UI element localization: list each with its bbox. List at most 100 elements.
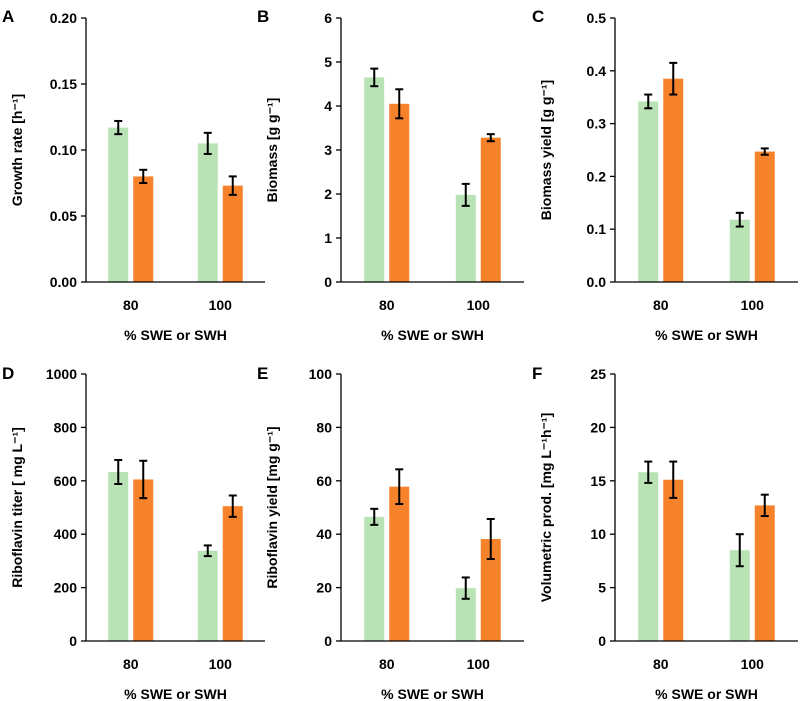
error-bar xyxy=(228,494,237,518)
y-axis-title: Biomass [g g⁻¹] xyxy=(264,98,280,203)
panel-letter: D xyxy=(2,364,14,383)
x-axis-title: % SWE or SWH xyxy=(124,327,227,343)
error-bar xyxy=(644,93,653,110)
y-tick-label: 0.2 xyxy=(587,168,607,184)
x-tick-label: 100 xyxy=(209,297,233,313)
bar-swh-80 xyxy=(133,176,154,282)
y-tick-label: 200 xyxy=(54,580,78,596)
x-axis-title: % SWE or SWH xyxy=(124,686,227,701)
y-tick-label: 0.5 xyxy=(587,10,607,26)
error-bar xyxy=(228,175,237,196)
bar-swe-100 xyxy=(729,219,750,282)
error-bar xyxy=(644,460,653,484)
bar-swh-100 xyxy=(480,539,501,641)
error-bar xyxy=(486,517,495,561)
y-axis-title: Biomass yield [g g⁻¹] xyxy=(538,80,554,220)
panel-f: F 0 5 10 15 20 25 80 100 % SWE or SWH Volumetric p… xyxy=(532,364,798,701)
bar-swh-100 xyxy=(222,185,243,282)
y-tick-label: 15 xyxy=(590,473,606,489)
x-tick-label: 80 xyxy=(123,297,139,313)
bar-swe-80 xyxy=(364,77,385,283)
y-tick-label: 0.3 xyxy=(587,116,607,132)
panel-letter: F xyxy=(532,364,542,383)
y-tick-label: 0.0 xyxy=(587,274,607,290)
y-tick-label: 40 xyxy=(316,526,332,542)
error-bar xyxy=(114,458,123,486)
panel-b: B 0 1 2 3 4 5 6 80 100 % SWE or SWH Biomass [g g⁻¹] xyxy=(257,7,524,343)
error-bar xyxy=(114,119,123,136)
x-tick-label: 80 xyxy=(653,656,669,672)
y-tick-label: 2 xyxy=(324,186,332,202)
panel-letter: C xyxy=(532,7,544,26)
error-bar xyxy=(370,67,379,88)
y-tick-label: 800 xyxy=(54,419,78,435)
y-tick-label: 1 xyxy=(324,230,332,246)
error-bar xyxy=(395,468,404,506)
bar-swh-80 xyxy=(663,78,684,282)
x-tick-label: 100 xyxy=(741,656,765,672)
y-tick-label: 25 xyxy=(590,366,606,382)
y-axis-title: Volumetric prod. [mg L⁻¹h⁻¹] xyxy=(538,413,554,603)
x-tick-label: 80 xyxy=(123,656,139,672)
y-tick-label: 10 xyxy=(590,526,606,542)
bar-swe-100 xyxy=(455,194,476,282)
panel-d: D 0 200 400 600 800 1000 80 100 % SWE or SWH Ribof… xyxy=(2,364,265,701)
panel-e: E 0 20 40 60 80 100 80 100 % SWE or SWH Riboflavin… xyxy=(257,364,524,701)
y-tick-label: 0.1 xyxy=(587,221,607,237)
y-tick-label: 80 xyxy=(316,419,332,435)
y-tick-label: 0.10 xyxy=(50,142,77,158)
panel-a: A 0.00 0.05 0.10 0.15 0.20 80 100 % SWE or SWH Gr… xyxy=(2,7,265,343)
panel-letter: A xyxy=(2,7,14,26)
y-axis-title: Growth rate [h⁻¹] xyxy=(9,94,25,206)
error-bar xyxy=(669,61,678,96)
y-tick-label: 0.05 xyxy=(50,208,77,224)
bar-swh-100 xyxy=(754,505,775,641)
x-tick-label: 80 xyxy=(653,297,669,313)
bar-swh-80 xyxy=(389,103,410,282)
y-tick-label: 60 xyxy=(316,473,332,489)
bar-swe-100 xyxy=(197,143,218,282)
bar-swh-100 xyxy=(754,151,775,282)
error-bar xyxy=(669,460,678,499)
y-tick-label: 20 xyxy=(590,419,606,435)
error-bar xyxy=(370,507,379,526)
y-tick-label: 0.15 xyxy=(50,76,77,92)
error-bar xyxy=(735,533,744,568)
panel-letter: B xyxy=(257,7,269,26)
panel-letter: E xyxy=(257,364,268,383)
error-bar xyxy=(139,168,148,184)
bar-swe-80 xyxy=(108,127,129,282)
error-bar xyxy=(735,211,744,228)
y-tick-label: 3 xyxy=(324,142,332,158)
bar-swh-100 xyxy=(480,137,501,282)
y-tick-label: 0.00 xyxy=(50,274,77,290)
y-tick-label: 0.20 xyxy=(50,10,77,26)
bar-swe-80 xyxy=(108,471,129,641)
bar-swe-80 xyxy=(364,516,385,641)
bar-swe-100 xyxy=(197,550,218,641)
y-tick-label: 400 xyxy=(54,526,78,542)
x-tick-label: 100 xyxy=(741,297,765,313)
x-tick-label: 80 xyxy=(379,297,395,313)
bar-swe-100 xyxy=(729,550,750,641)
bar-swh-80 xyxy=(663,479,684,641)
bar-swh-80 xyxy=(389,486,410,641)
x-axis-title: % SWE or SWH xyxy=(655,327,758,343)
bar-swh-80 xyxy=(133,479,154,641)
y-tick-label: 5 xyxy=(598,580,606,596)
panel-c: C 0.0 0.1 0.2 0.3 0.4 0.5 80 100 % SWE or SWH Biom… xyxy=(532,7,798,343)
y-tick-label: 600 xyxy=(54,473,78,489)
y-axis-title: Riboflavin titer [ mg L⁻¹] xyxy=(9,427,25,588)
x-tick-label: 80 xyxy=(379,656,395,672)
y-tick-label: 5 xyxy=(324,54,332,70)
error-bar xyxy=(139,459,148,500)
y-tick-label: 100 xyxy=(309,366,333,382)
y-tick-label: 4 xyxy=(324,98,332,114)
y-tick-label: 0 xyxy=(69,633,77,649)
error-bar xyxy=(395,88,404,120)
bar-swe-80 xyxy=(638,472,659,641)
x-axis-title: % SWE or SWH xyxy=(381,686,484,701)
y-tick-label: 20 xyxy=(316,580,332,596)
y-tick-label: 6 xyxy=(324,10,332,26)
